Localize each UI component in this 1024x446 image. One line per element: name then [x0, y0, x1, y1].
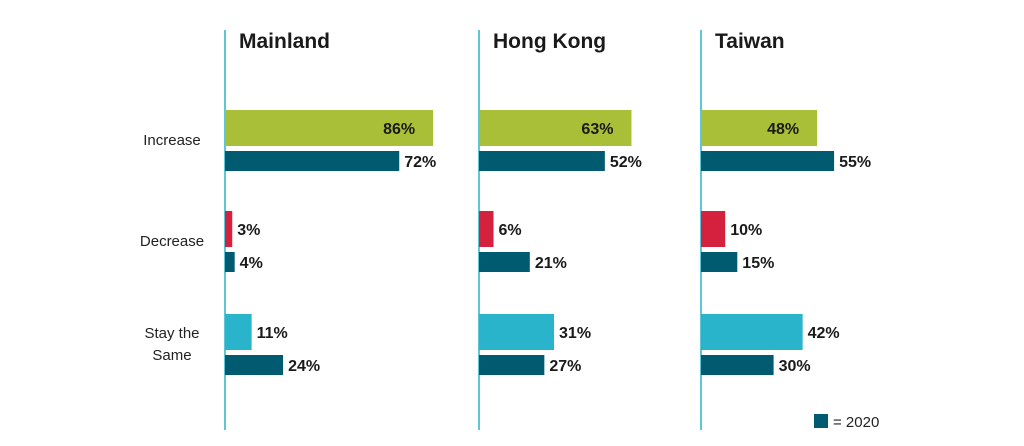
panel-title: Mainland: [239, 30, 330, 53]
bar-2020: [701, 355, 774, 375]
data-label-current: 10%: [730, 222, 762, 239]
bar-current: [479, 314, 555, 350]
data-label-2020: 52%: [610, 154, 642, 171]
panel-title: Taiwan: [715, 30, 785, 53]
panel-hong-kong: Hong Kong 63% 52% 6% 21% 31% 27%: [478, 30, 642, 430]
bar-2020: [479, 252, 530, 272]
category-label: Stay the Same: [144, 325, 199, 364]
data-label-current: 48%: [767, 121, 799, 138]
bar-current: [225, 314, 252, 350]
data-label-2020: 15%: [742, 255, 774, 272]
data-label-current: 6%: [499, 222, 522, 239]
bar-2020: [225, 151, 400, 171]
category-label: Decrease: [140, 233, 204, 250]
bar-current: [479, 110, 632, 146]
category-label: Increase: [143, 132, 201, 149]
bar-2020: [225, 252, 235, 272]
data-label-current: 31%: [559, 325, 591, 342]
legend-label: = 2020: [833, 414, 879, 431]
data-label-current: 11%: [257, 325, 288, 342]
bar-current: [701, 314, 803, 350]
panel-title: Hong Kong: [493, 30, 606, 53]
data-label-current: 3%: [237, 222, 260, 239]
data-label-2020: 4%: [240, 255, 263, 272]
bar-current: [225, 110, 434, 146]
panel-mainland: Mainland 86% 72% 3% 4% 11%24%: [224, 30, 436, 430]
legend-swatch: [814, 414, 828, 428]
bar-2020: [479, 151, 605, 171]
data-label-2020: 21%: [535, 255, 567, 272]
bar-2020: [225, 355, 284, 375]
panel-taiwan: Taiwan 48% 55% 10% 15% 42% 30%: [700, 30, 871, 430]
data-label-2020: 30%: [779, 358, 811, 375]
bar-current: [701, 211, 726, 247]
data-label-current: 42%: [808, 325, 840, 342]
bar-2020: [701, 252, 738, 272]
data-label-2020: 55%: [839, 154, 871, 171]
legend: = 2020: [814, 414, 879, 431]
data-label-2020: 72%: [404, 154, 436, 171]
data-label-2020: 27%: [549, 358, 581, 375]
bar-current: [225, 211, 233, 247]
data-label-current: 86%: [383, 121, 415, 138]
data-label-current: 63%: [581, 121, 613, 138]
data-label-2020: 24%: [288, 358, 320, 375]
bar-2020: [701, 151, 835, 171]
bar-current: [701, 110, 818, 146]
bar-current: [479, 211, 494, 247]
bar-2020: [479, 355, 545, 375]
